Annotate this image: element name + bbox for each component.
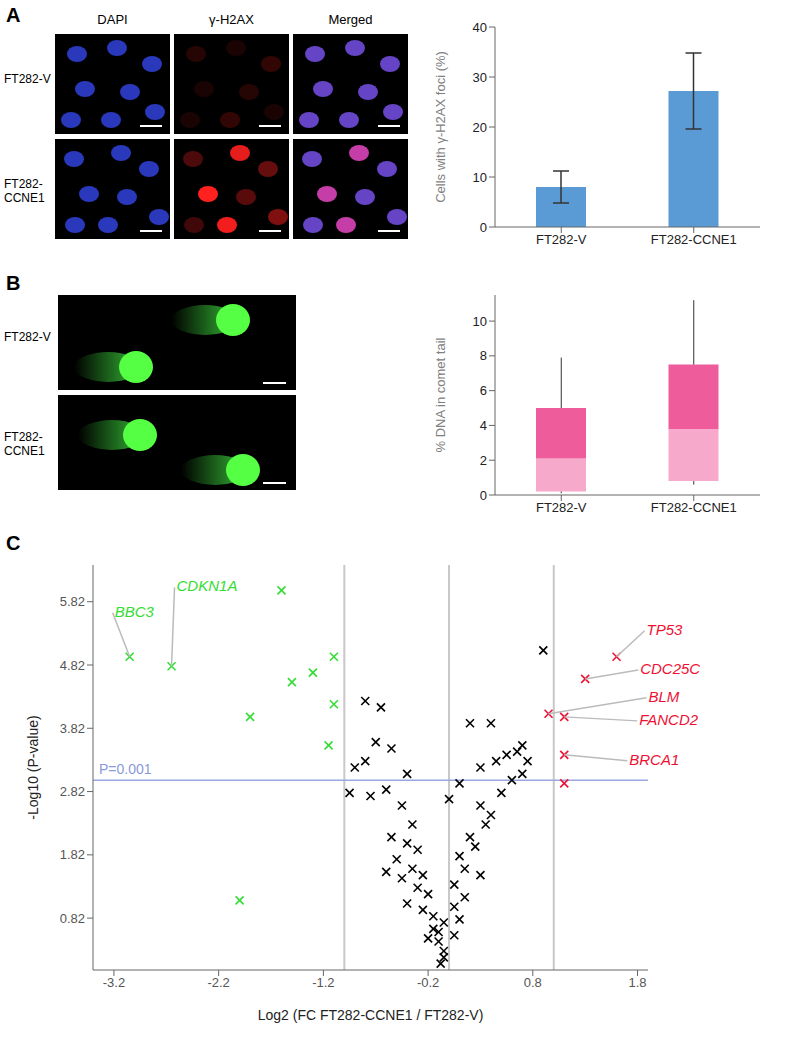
svg-text:0: 0 bbox=[480, 220, 487, 235]
svg-text:FT282-CCNE1: FT282-CCNE1 bbox=[651, 500, 737, 515]
svg-text:1.8: 1.8 bbox=[628, 975, 646, 990]
svg-text:0.8: 0.8 bbox=[524, 975, 542, 990]
svg-text:BBC3: BBC3 bbox=[115, 603, 155, 620]
svg-text:% DNA in comet tail: % DNA in comet tail bbox=[433, 337, 448, 452]
html-text:γ-H2AX: γ-H2AX bbox=[209, 12, 254, 27]
svg-text:40: 40 bbox=[473, 20, 487, 35]
svg-text:Cells with γ-H2AX foci (%): Cells with γ-H2AX foci (%) bbox=[433, 51, 448, 203]
svg-text:BRCA1: BRCA1 bbox=[629, 751, 679, 768]
svg-text:6: 6 bbox=[480, 383, 487, 398]
svg-text:-0.2: -0.2 bbox=[417, 975, 439, 990]
svg-text:3.82: 3.82 bbox=[60, 721, 85, 736]
svg-text:CDKN1A: CDKN1A bbox=[177, 577, 238, 594]
html-text:DAPI: DAPI bbox=[97, 12, 128, 27]
svg-text:FANCD2: FANCD2 bbox=[639, 711, 699, 728]
svg-text:FT282-CCNE1: FT282-CCNE1 bbox=[651, 232, 737, 247]
html-text:FT282-V: FT282-V bbox=[4, 330, 51, 344]
svg-text:FT282-V: FT282-V bbox=[536, 232, 587, 247]
svg-text:P=0.001: P=0.001 bbox=[99, 761, 152, 777]
svg-text:-2.2: -2.2 bbox=[207, 975, 229, 990]
html-text:FT282-CCNE1: FT282-CCNE1 bbox=[4, 430, 45, 458]
svg-text:4.82: 4.82 bbox=[60, 658, 85, 673]
svg-text:0: 0 bbox=[480, 488, 487, 503]
svg-text:0.82: 0.82 bbox=[60, 911, 85, 926]
html-text:C: C bbox=[6, 532, 21, 554]
svg-text:-Log10 (P-value): -Log10 (P-value) bbox=[25, 715, 41, 819]
svg-text:10: 10 bbox=[473, 314, 487, 329]
svg-text:2: 2 bbox=[480, 453, 487, 468]
svg-text:1.82: 1.82 bbox=[60, 847, 85, 862]
html-text:A: A bbox=[6, 4, 21, 26]
svg-text:FT282-V: FT282-V bbox=[536, 500, 587, 515]
svg-text:-1.2: -1.2 bbox=[312, 975, 334, 990]
html-text:FT282-V: FT282-V bbox=[4, 72, 51, 86]
svg-text:-3.2: -3.2 bbox=[103, 975, 125, 990]
svg-text:5.82: 5.82 bbox=[60, 594, 85, 609]
svg-text:TP53: TP53 bbox=[647, 621, 684, 638]
svg-text:8: 8 bbox=[480, 348, 487, 363]
svg-text:10: 10 bbox=[473, 170, 487, 185]
svg-text:2.82: 2.82 bbox=[60, 784, 85, 799]
svg-text:CDC25C: CDC25C bbox=[640, 660, 700, 677]
html-text:Merged: Merged bbox=[328, 12, 373, 27]
svg-text:4: 4 bbox=[480, 418, 487, 433]
svg-text:BLM: BLM bbox=[649, 688, 680, 705]
html-text:B: B bbox=[6, 272, 21, 294]
svg-text:20: 20 bbox=[473, 120, 487, 135]
html-text:FT282-CCNE1: FT282-CCNE1 bbox=[4, 177, 45, 205]
svg-text:Log2 (FC FT282-CCNE1 / FT282-V: Log2 (FC FT282-CCNE1 / FT282-V) bbox=[258, 1007, 484, 1023]
svg-text:30: 30 bbox=[473, 70, 487, 85]
